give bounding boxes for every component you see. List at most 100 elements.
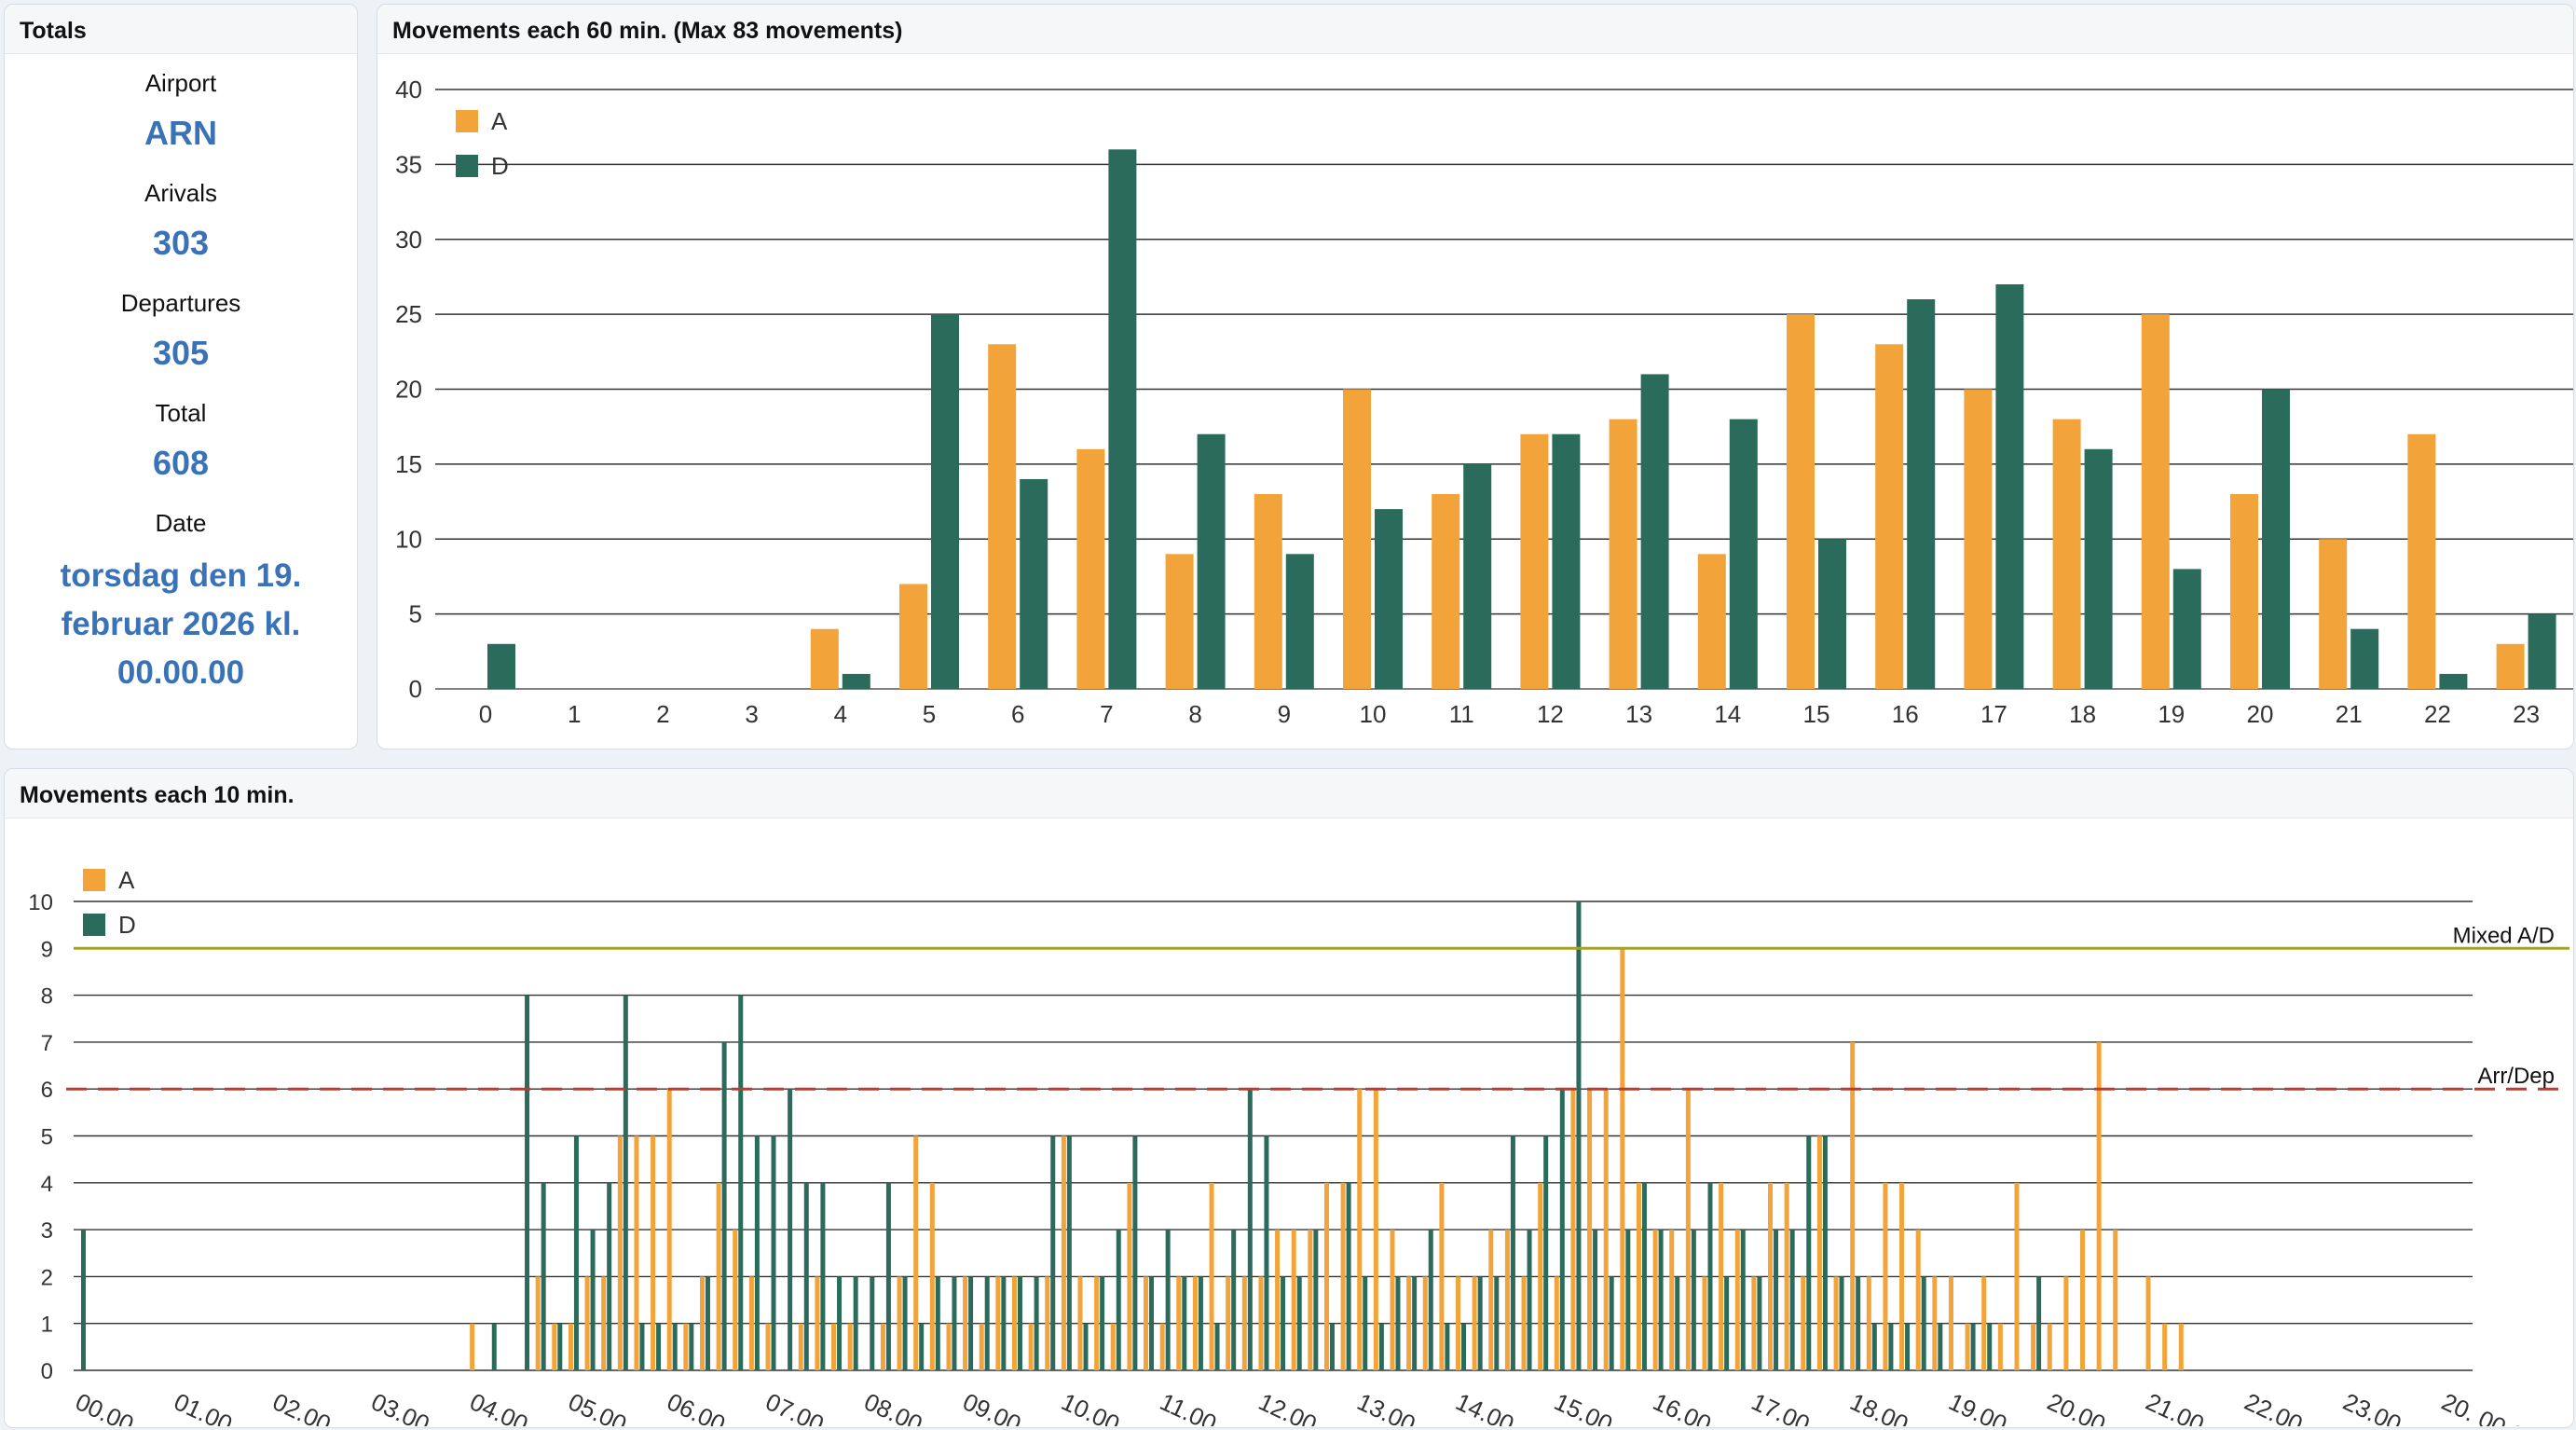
bar-arrivals [1636, 1182, 1641, 1370]
bar-departures [1995, 283, 2024, 689]
y-tick-label: 7 [41, 1031, 53, 1056]
y-tick-label: 35 [395, 150, 422, 178]
bar-arrivals [2319, 539, 2348, 689]
x-tick-label: 07.00 [761, 1387, 829, 1426]
y-tick-label: 8 [41, 984, 53, 1010]
bar-arrivals [1432, 494, 1460, 689]
bar-arrivals [2063, 1276, 2069, 1370]
total-label: Total [155, 399, 207, 427]
bar-arrivals [1061, 1135, 1066, 1370]
bar-arrivals [897, 1276, 902, 1370]
bar-arrivals [1932, 1276, 1938, 1370]
bar-arrivals [1538, 1182, 1543, 1370]
bar-arrivals [699, 1276, 705, 1370]
bar-departures [1412, 1276, 1418, 1370]
y-tick-label: 30 [395, 226, 422, 254]
bar-departures [1285, 554, 1314, 689]
bar-arrivals [568, 1323, 573, 1370]
bar-departures [1346, 1182, 1351, 1370]
bar-departures [1375, 509, 1403, 689]
bar-arrivals [1784, 1182, 1789, 1370]
x-tick-label: 5 [923, 700, 936, 728]
bar-arrivals [716, 1182, 721, 1370]
bar-departures [1658, 1230, 1664, 1370]
bar-arrivals [988, 344, 1017, 689]
bar-arrivals [552, 1323, 557, 1370]
x-tick-label: 3 [745, 700, 758, 728]
bar-arrivals [831, 1323, 837, 1370]
x-tick-label: 06.00 [663, 1387, 730, 1426]
x-tick-label: 13.00 [1353, 1387, 1420, 1426]
x-tick-label: 00.00 [71, 1387, 138, 1426]
y-tick-label: 40 [395, 76, 422, 103]
bar-departures [738, 995, 744, 1370]
bar-departures [656, 1323, 662, 1370]
bar-arrivals [2052, 419, 2081, 689]
bar-departures [639, 1323, 645, 1370]
y-tick-label: 3 [41, 1218, 53, 1244]
bar-departures [2036, 1276, 2042, 1370]
mixed-ad-label: Mixed A/D [2453, 923, 2555, 948]
totals-body: Airport ARN Arivals 303 Departures 305 T… [5, 63, 357, 697]
bar-departures [968, 1276, 974, 1370]
x-tick-label: 01.00 [170, 1387, 237, 1426]
x-tick-label: 2 [656, 700, 669, 728]
bar-departures [837, 1276, 843, 1370]
arrivals-value: 303 [152, 224, 210, 262]
bar-arrivals [1127, 1182, 1132, 1370]
bar-departures [1182, 1276, 1187, 1370]
x-tick-label: 14 [1714, 700, 1741, 728]
x-tick-label: 12.00 [1254, 1387, 1322, 1426]
legend-swatch-departures [456, 155, 478, 177]
bar-departures [2172, 569, 2201, 689]
bar-arrivals [2178, 1323, 2184, 1370]
bar-departures [1378, 1323, 1384, 1370]
bar-arrivals [1697, 554, 1726, 689]
bar-departures [1017, 1276, 1022, 1370]
bar-departures [1724, 1276, 1730, 1370]
bar-departures [1108, 149, 1137, 690]
bar-departures [721, 1041, 727, 1370]
bar-arrivals [1343, 389, 1371, 689]
bar-departures [1839, 1276, 1844, 1370]
legend-label-arrivals: A [118, 866, 135, 894]
bar-arrivals [1094, 1276, 1100, 1370]
bar-departures [1198, 1276, 1203, 1370]
bar-arrivals [1110, 1323, 1116, 1370]
airport-value: ARN [144, 114, 217, 152]
bar-arrivals [1254, 494, 1282, 689]
bar-arrivals [617, 1135, 623, 1370]
bar-departures [788, 1089, 793, 1370]
bar-arrivals [2496, 643, 2525, 689]
x-tick-label: 10 [1360, 700, 1387, 728]
bar-departures [1907, 299, 1936, 689]
bar-departures [1477, 1276, 1483, 1370]
bar-departures [1987, 1323, 1993, 1370]
bar-departures [1494, 1276, 1500, 1370]
bar-arrivals [1915, 1230, 1921, 1370]
bar-arrivals [2113, 1230, 2118, 1370]
bar-arrivals [1406, 1276, 1412, 1370]
x-tick-label: 8 [1188, 700, 1201, 728]
bar-arrivals [815, 1276, 820, 1370]
x-tick-label: 19 [2158, 700, 2185, 728]
x-tick-label: 20.00 [2043, 1387, 2110, 1426]
bar-arrivals [1816, 1135, 1822, 1370]
bar-arrivals [1850, 1041, 1856, 1370]
bar-arrivals [963, 1276, 968, 1370]
x-tick-label: 04.00 [466, 1387, 533, 1426]
bar-departures [1461, 1323, 1467, 1370]
x-tick-label: 1 [568, 700, 581, 728]
x-tick-label: 22.00 [2240, 1387, 2308, 1426]
bar-arrivals [1291, 1230, 1296, 1370]
bar-departures [919, 1323, 925, 1370]
bar-departures [1640, 374, 1669, 689]
tenmin-chart: 0 1 2 3 4 5 6 7 8 9 10 Mixed A/D Arr/Dep 00.00 01.00 02… [28, 866, 2569, 1426]
y-tick-label: 0 [41, 1359, 53, 1384]
bar-departures [1527, 1230, 1532, 1370]
tenmin-chart-title: Movements each 10 min. [5, 769, 2573, 818]
bar-departures [935, 1276, 940, 1370]
bar-departures [1806, 1135, 1812, 1370]
bar-departures [1576, 901, 1582, 1370]
bar-departures [1083, 1323, 1089, 1370]
